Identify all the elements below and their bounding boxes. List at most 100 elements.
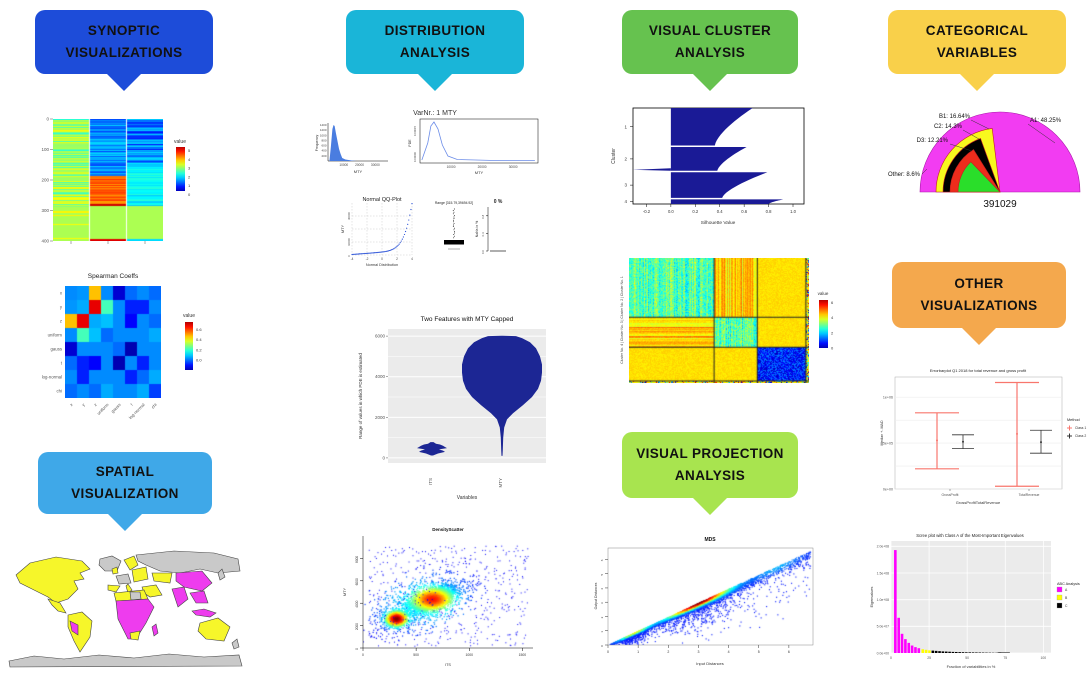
badge-label-line2: VISUALIZATION [71, 486, 179, 501]
y-tick-label: 5.0e+07 [877, 625, 889, 629]
badge-spatial-visualization: SPATIAL VISUALIZATION [38, 452, 212, 531]
scree-bar [934, 650, 938, 653]
legend-title: value [183, 313, 195, 319]
y-axis-label: Range of values in which PDE is estimate… [358, 353, 363, 439]
y-tick-label: 0 [382, 455, 385, 460]
badge-label-line1: SPATIAL [95, 464, 155, 480]
violin-mty [462, 335, 542, 456]
badge-label-line2: VARIABLES [936, 45, 1018, 60]
y-tick-label: 4000 [375, 374, 386, 379]
y-axis-label: Output Distances [594, 582, 598, 609]
map-region [123, 555, 139, 571]
badge-label-line2: ANALYSIS [674, 45, 746, 60]
y-axis-label: MTY [341, 225, 345, 233]
y-tick-label: 1400 [320, 123, 327, 127]
distribution-panel: VarNr.: 1 MTY 1400 1200 1000 800 600 400 200 100… [300, 103, 570, 267]
x-tick-label: 25 [927, 656, 931, 660]
scree-bar [931, 650, 935, 653]
scree-bar [941, 651, 945, 653]
badge-tail [416, 72, 454, 91]
scree-bar [944, 651, 948, 653]
y-tick-label: 2 [624, 156, 627, 161]
scree-bar [951, 651, 955, 653]
y-tick-label: 100 [41, 147, 49, 152]
map-region [47, 598, 67, 614]
x-axis-label: MTY [354, 169, 363, 174]
x-tick-label: chi [150, 402, 157, 409]
y-tick-label: 400 [41, 239, 49, 244]
legend-tick: 1 [188, 183, 191, 188]
y-tick-label: chi [57, 389, 63, 394]
y-tick-label: 1000 [320, 133, 327, 137]
badge-tail [691, 72, 729, 91]
y-tick-label: 800 [321, 138, 326, 142]
y-tick-label: 0 [347, 255, 351, 257]
x-tick-label: 20000 [478, 165, 487, 169]
scree-bar [975, 652, 978, 653]
map-region [231, 638, 240, 650]
synoptic-pixel-heatmap: 0 100 200 300 400 value 5 4 3 2 1 0 [28, 103, 228, 255]
x-tick-label: 0 [381, 257, 383, 261]
badge-tail [958, 72, 996, 91]
violin-plot: Two Features with MTY Capped 6000 4000 2000… [350, 303, 565, 508]
badge-visual-projection-analysis: VISUAL PROJECTION ANALYSIS [622, 432, 798, 515]
x-tick-label: -2 [366, 257, 369, 261]
map-region [217, 568, 226, 581]
y-tick-label: z [60, 319, 62, 324]
x-tick-label: 0.4 [717, 209, 723, 214]
badge-label-line1: OTHER [954, 276, 1004, 292]
x-tick-label: 2 [396, 257, 398, 261]
scree-bar [894, 550, 897, 653]
x-tick-label: 10000 [339, 163, 348, 167]
x-tick-label: -0.2 [643, 209, 651, 214]
scree-bar [921, 649, 925, 653]
x-tick-label: 1000 [465, 653, 473, 657]
y-axis-label: Median +- MAD [880, 420, 884, 445]
scree-bar [971, 652, 975, 653]
legend-tick: 0.4 [196, 337, 202, 342]
scree-bar [955, 651, 958, 653]
x-tick-label: uniform [96, 402, 110, 416]
chart-pixels [65, 286, 161, 398]
x-axis-label: Variables [457, 495, 478, 501]
y-tick-label: 200 [41, 178, 49, 183]
chart-pixels [363, 536, 533, 648]
y-tick-label: 1 [600, 631, 604, 633]
x-tick-label: 1500 [519, 653, 527, 657]
x-tick-label: ITS [428, 478, 433, 485]
x-tick-label: 20000 [355, 163, 364, 167]
x-tick-label: 30000 [509, 165, 518, 169]
silhouette-cluster [670, 199, 784, 204]
legend-tick: 0.0 [196, 357, 202, 362]
x-tick-label: t [129, 402, 134, 407]
x-axis-label: ITS [445, 663, 451, 667]
y-axis-label: Cluster No. 4 | Cluster No. 3 | Cluster … [620, 276, 624, 364]
map-region [115, 573, 132, 585]
badge-synoptic-visualizations: SYNOPTIC VISUALIZATIONS [35, 10, 213, 91]
y-tick-label: 2.0e+08 [877, 545, 889, 549]
badge-label-line2: VISUALIZATIONS [65, 45, 183, 60]
badge-label-line2: ANALYSIS [674, 468, 746, 483]
y-axis-label: Frequency [315, 134, 319, 151]
y-tick-label: 0.00015 [413, 126, 417, 137]
y-tick-label: 8000 [355, 556, 359, 563]
y-tick-label: 30000 [347, 212, 351, 220]
y-tick-label: 3 [600, 602, 604, 604]
pie-label: A1: 48.25% [1030, 118, 1062, 124]
chart-pixels [629, 258, 809, 383]
badge-label-line1: SYNOPTIC [87, 23, 161, 39]
scree-bar [938, 651, 941, 653]
y-axis-label: NaNs in % [475, 221, 479, 238]
legend-tick: 4 [188, 157, 191, 162]
y-tick-label: 0 [46, 117, 49, 122]
badge-distribution-analysis: DISTRIBUTION ANALYSIS [346, 10, 524, 91]
map-region [107, 584, 121, 593]
map-region [189, 590, 209, 604]
map-region [67, 611, 93, 653]
map-region [115, 598, 155, 640]
scree-bar [907, 642, 911, 653]
legend-entry: B [1065, 596, 1068, 600]
subplot-title: 0 % [494, 199, 503, 205]
silhouette-plot: 1 2 3 4 -0.2 0.0 0.2 0.4 0.6 0.8 1.0 Silhouette Val… [605, 100, 855, 230]
